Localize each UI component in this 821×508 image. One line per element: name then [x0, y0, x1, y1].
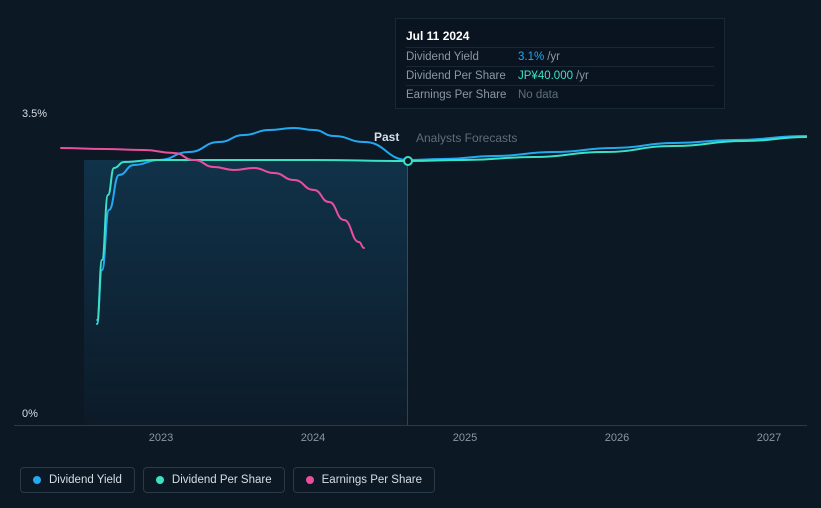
- legend-dps[interactable]: Dividend Per Share: [143, 467, 285, 493]
- legend-dividend-yield-label: Dividend Yield: [49, 474, 122, 486]
- hover-marker: [403, 156, 413, 166]
- series-dividend-per-share[interactable]: [97, 137, 807, 324]
- ttrow-eps-value: No data: [518, 89, 558, 101]
- legend-dot-icon: [156, 476, 164, 484]
- ttrow-yield-label: Dividend Yield: [406, 51, 518, 63]
- x-tick-2027: 2027: [757, 432, 781, 444]
- ttrow-yield-value: 3.1%/yr: [518, 51, 560, 63]
- x-tick-2024: 2024: [301, 432, 325, 444]
- series-dividend-yield[interactable]: [97, 128, 807, 320]
- ttrow-eps-label: Earnings Per Share: [406, 89, 518, 101]
- ttrow-eps: Earnings Per ShareNo data: [406, 85, 714, 104]
- ttrow-dps-value: JP¥40.000/yr: [518, 70, 589, 82]
- legend-eps[interactable]: Earnings Per Share: [293, 467, 435, 493]
- legend-dps-label: Dividend Per Share: [172, 474, 272, 486]
- legend-dot-icon: [33, 476, 41, 484]
- legend-dividend-yield[interactable]: Dividend Yield: [20, 467, 135, 493]
- legend-eps-label: Earnings Per Share: [322, 474, 422, 486]
- x-tick-2023: 2023: [149, 432, 173, 444]
- ttrow-dps-label: Dividend Per Share: [406, 70, 518, 82]
- legend-dot-icon: [306, 476, 314, 484]
- ttrow-dps: Dividend Per ShareJP¥40.000/yr: [406, 66, 714, 85]
- x-axis-line: [14, 425, 807, 426]
- ttrow-yield: Dividend Yield3.1%/yr: [406, 47, 714, 66]
- tooltip-box: Jul 11 2024 Dividend Yield3.1%/yrDividen…: [395, 18, 725, 109]
- legend: Dividend Yield Dividend Per Share Earnings…: [20, 467, 435, 493]
- chart-container: 3.5% 0% 20232024202520262027 Past Analys…: [0, 0, 821, 508]
- x-tick-2025: 2025: [453, 432, 477, 444]
- tooltip-date: Jul 11 2024: [406, 25, 714, 47]
- x-tick-2026: 2026: [605, 432, 629, 444]
